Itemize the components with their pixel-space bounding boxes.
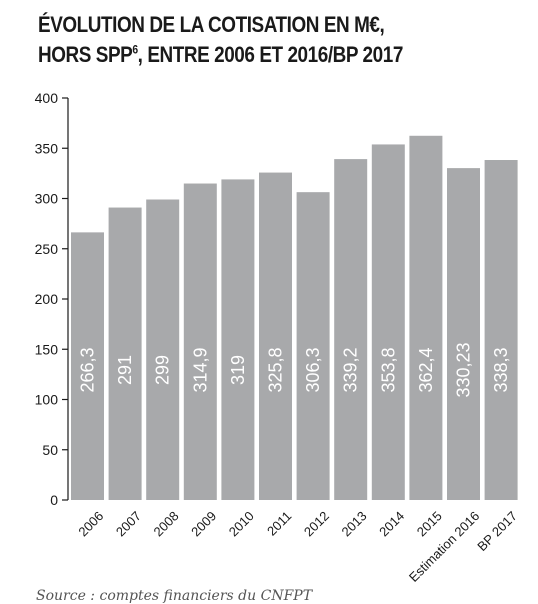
x-tick-label: 2011 (264, 508, 294, 538)
bar (296, 192, 330, 500)
chart-title-line-2-end: , ENTRE 2006 ET 2016/BP 2017 (137, 42, 404, 67)
bar (146, 199, 180, 500)
chart-title: ÉVOLUTION DE LA COTISATION EN M€, HORS S… (38, 10, 459, 70)
bar-value-label: 339,2 (341, 347, 361, 392)
bar-value-label: 330,23 (454, 342, 474, 397)
y-tick-label: 50 (42, 442, 58, 458)
x-tick-label: 2012 (301, 508, 332, 539)
x-tick-label: BP 2017 (474, 508, 520, 554)
bar (108, 207, 142, 501)
x-tick-label: 2013 (339, 508, 370, 539)
y-tick-label: 0 (50, 492, 58, 508)
y-tick-label: 200 (35, 291, 59, 307)
y-tick-label: 150 (35, 341, 59, 357)
bar-value-label: 291 (115, 355, 135, 385)
x-tick-label: 2010 (226, 508, 257, 539)
bar-value-label: 338,3 (491, 347, 511, 392)
y-tick-label: 400 (35, 90, 59, 106)
y-tick-label: 350 (35, 140, 59, 156)
bar-value-label: 325,8 (266, 347, 286, 392)
bar-value-label: 319 (228, 355, 248, 385)
chart-title-line-2: HORS SPP6, ENTRE 2006 ET 2016/BP 2017 (38, 40, 459, 70)
bar (334, 159, 368, 500)
bar-value-label: 314,9 (190, 347, 210, 392)
y-tick-label: 100 (35, 392, 59, 408)
bar (71, 232, 104, 500)
x-tick-label: 2008 (151, 508, 182, 539)
bar (259, 172, 292, 501)
x-tick-label: 2006 (75, 508, 106, 539)
x-tick-label: 2014 (376, 508, 407, 539)
chart-title-line-2-start: HORS SPP (38, 42, 133, 67)
x-tick-label: 2007 (113, 508, 144, 539)
x-tick-label: 2015 (414, 508, 445, 539)
bar-value-label: 362,4 (416, 347, 436, 392)
bar (447, 168, 480, 501)
bar-value-label: 353,8 (378, 347, 398, 392)
footnote-marker: 6 (132, 42, 138, 57)
x-tick-label: 2009 (188, 508, 219, 539)
bar (371, 144, 405, 500)
x-tick-label: Estimation 2016 (406, 508, 483, 585)
bar (221, 179, 255, 500)
bar-value-label: 299 (153, 355, 173, 385)
source-note: Source : comptes financiers du CNFPT (36, 588, 313, 604)
chart-title-line-1: ÉVOLUTION DE LA COTISATION EN M€, (38, 12, 385, 37)
bar-value-label: 306,3 (303, 347, 323, 392)
bar (484, 160, 518, 501)
bar-value-label: 266,3 (78, 347, 98, 392)
bar (409, 135, 443, 500)
bar (183, 183, 217, 500)
y-tick-label: 300 (35, 191, 59, 207)
y-tick-label: 250 (35, 241, 59, 257)
